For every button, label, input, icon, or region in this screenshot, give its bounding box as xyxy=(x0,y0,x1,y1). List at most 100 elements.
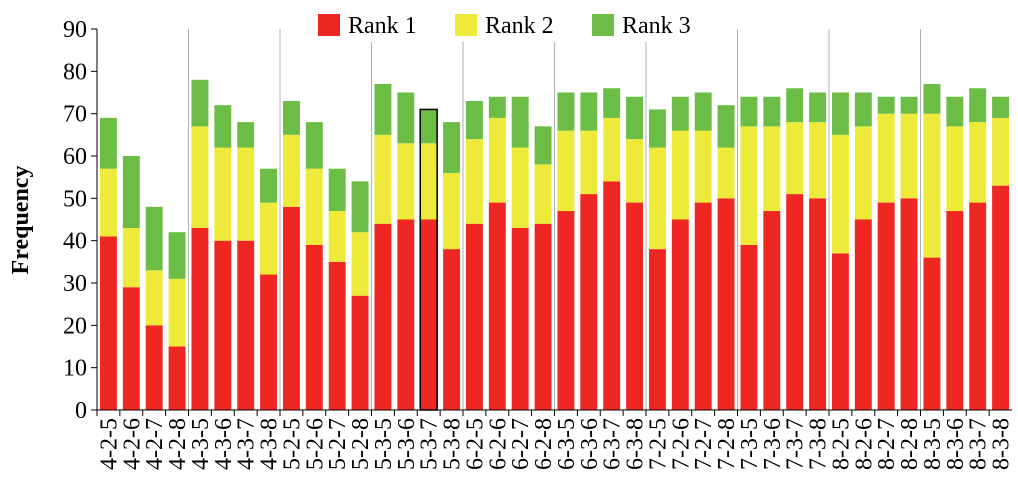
bar-segment xyxy=(488,117,506,203)
bar-segment xyxy=(580,194,598,410)
bar-segment xyxy=(786,122,804,195)
bar-segment xyxy=(854,92,872,127)
bar-segment xyxy=(282,134,300,207)
legend-label: Rank 2 xyxy=(485,13,554,39)
bar-segment xyxy=(214,240,232,410)
bar-segment xyxy=(397,219,415,410)
bar-segment xyxy=(420,109,438,144)
y-tick-label: 90 xyxy=(63,17,87,43)
bar-segment xyxy=(854,219,872,410)
bar-segment xyxy=(260,274,278,410)
x-tick-label: 7-2-6 xyxy=(668,418,694,470)
bar-segment xyxy=(694,92,712,131)
x-tick-label: 7-2-7 xyxy=(691,418,717,470)
legend-box xyxy=(308,8,718,42)
bar-segment xyxy=(420,219,438,410)
bar-segment xyxy=(969,202,987,410)
bar-segment xyxy=(145,325,163,410)
bar-segment xyxy=(511,147,529,228)
bar-segment xyxy=(831,92,849,135)
bar-segment xyxy=(946,211,964,410)
bar-segment xyxy=(877,202,895,410)
bar-segment xyxy=(809,92,827,123)
bar-segment xyxy=(557,130,575,212)
bar-segment xyxy=(374,84,392,135)
bar-segment xyxy=(511,227,529,410)
x-tick-label: 6-2-6 xyxy=(485,418,511,470)
bar-segment xyxy=(214,105,232,148)
bar-segment xyxy=(831,253,849,410)
bar-segment xyxy=(648,249,666,410)
bar-segment xyxy=(717,198,735,410)
bar-segment xyxy=(923,257,941,410)
y-tick-label: 50 xyxy=(63,186,87,212)
bar-segment xyxy=(99,236,117,410)
legend-swatch xyxy=(455,14,477,36)
x-tick-label: 8-3-5 xyxy=(920,418,946,470)
bar-segment xyxy=(717,105,735,148)
x-tick-label: 8-2-5 xyxy=(828,418,854,470)
bar-segment xyxy=(648,109,666,148)
bar-segment xyxy=(260,168,278,203)
x-tick-label: 7-2-5 xyxy=(645,418,671,470)
bar-segment xyxy=(145,270,163,326)
x-tick-label: 5-3-7 xyxy=(417,418,443,470)
bar-segment xyxy=(877,113,895,203)
bar-segment xyxy=(694,202,712,410)
bar-segment xyxy=(580,130,598,195)
x-tick-label: 4-2-7 xyxy=(142,418,168,470)
x-tick-label: 6-3-7 xyxy=(600,418,626,470)
bar-segment xyxy=(534,164,552,224)
y-tick-label: 20 xyxy=(63,313,87,339)
x-tick-label: 4-2-6 xyxy=(119,418,145,470)
bar-segment xyxy=(122,287,140,410)
bar-segment xyxy=(511,96,529,148)
y-tick-label: 30 xyxy=(63,271,87,297)
bar-segment xyxy=(443,249,461,410)
bar-segment xyxy=(191,126,209,228)
bar-segment xyxy=(191,227,209,410)
bar-segment xyxy=(282,206,300,410)
legend-swatch xyxy=(318,14,340,36)
bar-segment xyxy=(946,126,964,212)
bar-segment xyxy=(763,96,781,127)
bar-segment xyxy=(397,143,415,220)
x-tick-label: 8-2-7 xyxy=(874,418,900,470)
x-tick-label: 7-3-8 xyxy=(806,418,832,470)
bar-segment xyxy=(351,232,369,296)
bar-segment xyxy=(237,122,255,148)
bar-segment xyxy=(671,96,689,131)
bar-segment xyxy=(671,219,689,410)
x-tick-label: 6-3-8 xyxy=(623,418,649,470)
bar-segment xyxy=(305,168,323,245)
bar-segment xyxy=(603,117,621,182)
bar-segment xyxy=(969,88,987,123)
bar-segment xyxy=(763,211,781,410)
legend-swatch xyxy=(592,14,614,36)
bar-segment xyxy=(694,130,712,203)
x-tick-label: 5-2-7 xyxy=(325,418,351,470)
bar-segment xyxy=(420,143,438,220)
bar-segment xyxy=(809,122,827,199)
bar-segment xyxy=(809,198,827,410)
x-tick-label: 7-2-8 xyxy=(714,418,740,470)
x-tick-label: 8-3-7 xyxy=(966,418,992,470)
bar-segment xyxy=(992,185,1010,410)
bar-segment xyxy=(626,139,644,203)
x-tick-label: 4-3-7 xyxy=(234,418,260,470)
bar-segment xyxy=(900,198,918,410)
legend-label: Rank 1 xyxy=(348,13,417,39)
x-tick-label: 5-3-5 xyxy=(371,418,397,470)
bar-segment xyxy=(351,181,369,233)
bar-segment xyxy=(191,79,209,127)
bar-segment xyxy=(443,172,461,250)
x-tick-label: 8-2-8 xyxy=(897,418,923,470)
bar-segment xyxy=(740,96,758,127)
x-tick-label: 4-3-5 xyxy=(188,418,214,470)
bar-segment xyxy=(465,100,483,140)
x-tick-label: 6-2-7 xyxy=(508,418,534,470)
legend-label: Rank 3 xyxy=(622,13,691,39)
x-tick-label: 6-2-5 xyxy=(462,418,488,470)
bar-segment xyxy=(603,88,621,118)
